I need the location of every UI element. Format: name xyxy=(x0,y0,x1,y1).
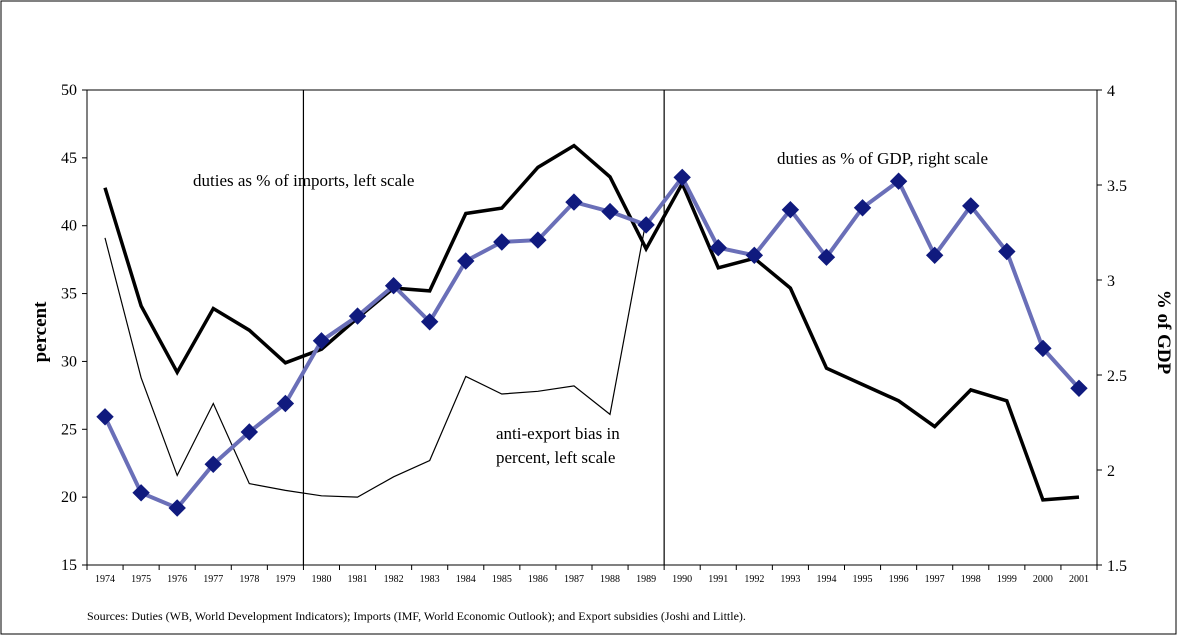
annotation-anti-export-line1: anti-export bias in xyxy=(496,424,620,443)
x-tick-label: 1992 xyxy=(744,574,764,585)
annotation-anti-export-line2: percent, left scale xyxy=(496,448,615,467)
x-tick-label: 1986 xyxy=(528,574,548,585)
right-tick-label: 2 xyxy=(1107,463,1115,480)
diamond-marker xyxy=(565,193,583,211)
x-tick-label: 1982 xyxy=(384,574,404,585)
x-tick-label: 1974 xyxy=(95,574,115,585)
diamond-marker xyxy=(745,246,764,265)
annotation-duties-gdp: duties as % of GDP, right scale xyxy=(777,149,988,168)
x-tick-label: 2000 xyxy=(1033,574,1053,585)
vertical-markers xyxy=(302,90,665,565)
diamond-marker xyxy=(420,313,439,331)
right-axis: 1.5 2 2.5 3 3.5 4 xyxy=(1097,83,1127,575)
x-tick-label: 1984 xyxy=(456,574,476,585)
left-tick-label: 45 xyxy=(61,150,77,167)
x-tick-label: 1976 xyxy=(167,574,187,585)
diamond-marker xyxy=(889,172,908,190)
x-axis: 1974 1975 1976 1977 1978 1979 1980 1981 1982 1983… xyxy=(86,565,1098,585)
diamond-marker xyxy=(457,252,475,270)
series-line-duties-imports xyxy=(103,143,1080,502)
series-line-duties-gdp xyxy=(103,173,1081,511)
diamond-marker xyxy=(529,231,547,249)
diamond-marker xyxy=(240,423,259,441)
diamond-marker xyxy=(925,246,944,265)
left-tick-label: 20 xyxy=(61,489,77,506)
left-axis: 15 20 25 30 35 40 45 50 xyxy=(61,82,87,574)
ylabel-left: percent xyxy=(30,301,51,363)
diamond-marker xyxy=(312,332,331,350)
diamond-marker xyxy=(96,408,114,426)
diamond-marker xyxy=(673,168,691,187)
diamond-marker xyxy=(709,238,727,257)
x-tick-label: 1979 xyxy=(275,574,295,585)
diamond-marker xyxy=(348,307,367,325)
diamond-marker xyxy=(493,233,511,251)
right-tick-label: 3.5 xyxy=(1107,178,1127,195)
diamond-marker xyxy=(384,276,403,295)
x-tick-label: 1975 xyxy=(131,574,151,585)
diamond-marker xyxy=(1070,379,1088,398)
x-tick-label: 1985 xyxy=(492,574,512,585)
x-tick-label: 2001 xyxy=(1069,574,1089,585)
x-tick-label: 1978 xyxy=(239,574,259,585)
diamond-marker xyxy=(168,499,186,517)
annotation-duties-imports: duties as % of imports, left scale xyxy=(193,171,414,190)
diamond-marker xyxy=(781,200,800,219)
diamond-marker xyxy=(276,394,295,413)
diamond-marker xyxy=(637,216,655,234)
x-tick-label: 1994 xyxy=(816,574,836,585)
x-tick-label: 1998 xyxy=(961,574,981,585)
x-tick-label: 1990 xyxy=(672,574,692,585)
x-tick-label: 1988 xyxy=(600,574,620,585)
series-group xyxy=(96,143,1088,517)
diamond-marker xyxy=(998,242,1016,261)
left-tick-label: 30 xyxy=(61,353,77,370)
diamond-marker xyxy=(817,248,836,266)
left-tick-label: 25 xyxy=(61,421,77,438)
diamond-marker xyxy=(204,455,222,474)
series-line-anti-export-bias xyxy=(104,220,647,498)
right-tick-label: 3 xyxy=(1107,273,1115,290)
x-tick-label: 1981 xyxy=(348,574,368,585)
left-tick-label: 40 xyxy=(61,218,77,235)
left-tick-label: 35 xyxy=(61,286,77,303)
x-tick-label: 1997 xyxy=(925,574,945,585)
diamond-marker xyxy=(132,484,150,502)
source-note: Sources: Duties (WB, World Development I… xyxy=(87,609,746,623)
ylabel-right: % of GDP xyxy=(1153,290,1174,375)
diamond-marker xyxy=(601,202,619,221)
x-tick-label: 1991 xyxy=(708,574,728,585)
diamond-marker xyxy=(853,199,872,217)
x-tick-label: 1980 xyxy=(311,574,331,585)
x-tick-label: 1993 xyxy=(780,574,800,585)
diamond-marker xyxy=(1034,339,1052,358)
left-tick-label: 15 xyxy=(61,557,77,574)
x-tick-label: 1983 xyxy=(420,574,440,585)
x-tick-label: 1977 xyxy=(203,574,223,585)
x-tick-label: 1987 xyxy=(564,574,584,585)
x-tick-label: 1995 xyxy=(853,574,873,585)
x-tick-label: 1989 xyxy=(636,574,656,585)
x-tick-label: 1999 xyxy=(997,574,1017,585)
right-tick-label: 4 xyxy=(1107,83,1115,100)
right-tick-label: 1.5 xyxy=(1107,558,1127,575)
x-tick-label: 1996 xyxy=(889,574,909,585)
left-tick-label: 50 xyxy=(61,82,77,99)
diamond-marker xyxy=(962,197,980,215)
right-tick-label: 2.5 xyxy=(1107,368,1127,385)
